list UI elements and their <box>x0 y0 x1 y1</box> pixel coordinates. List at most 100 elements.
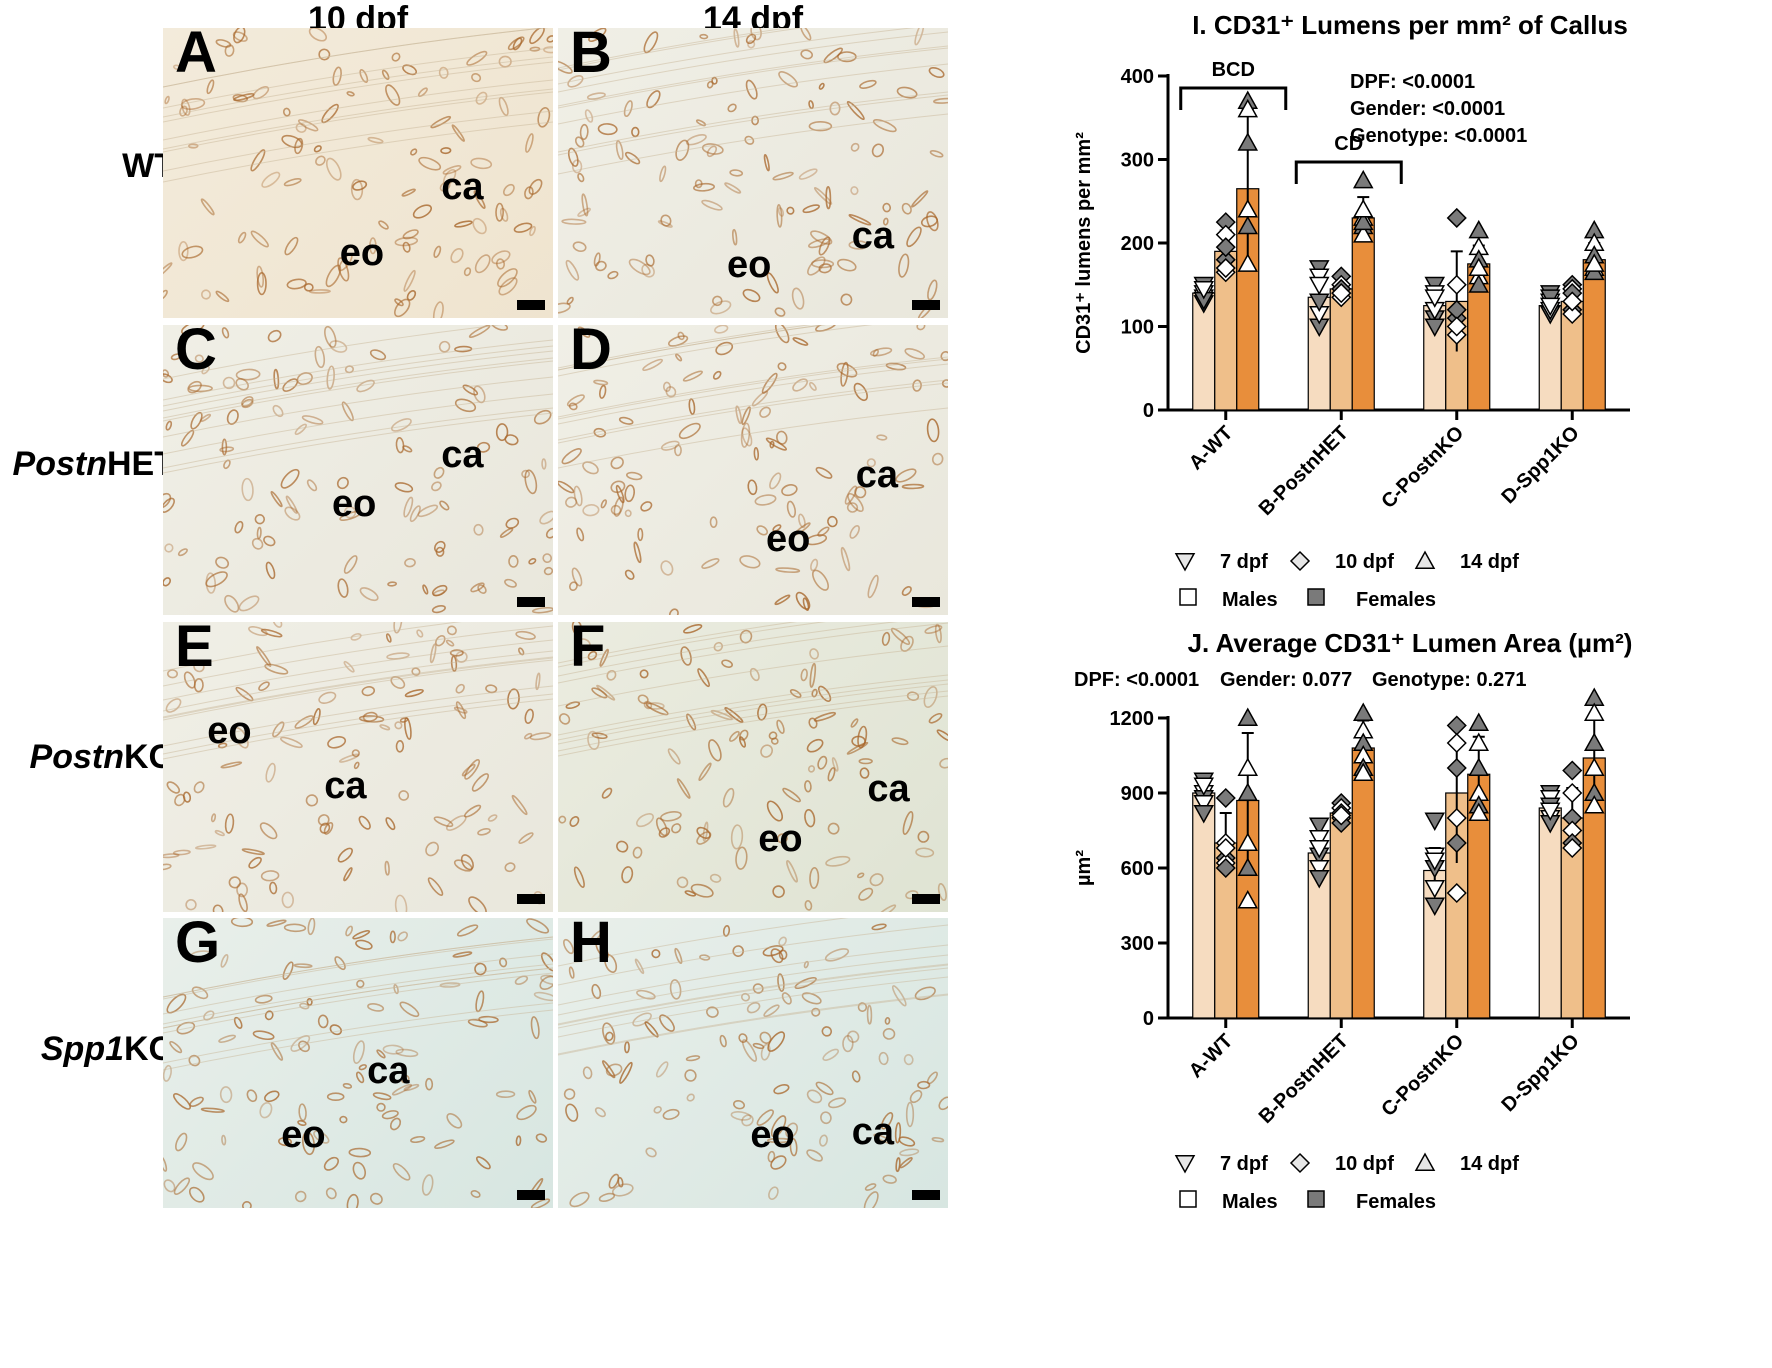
significance-bracket <box>1294 160 1403 184</box>
data-point <box>1193 777 1215 797</box>
region-label-eo: eo <box>339 232 385 275</box>
data-point <box>1352 199 1374 218</box>
bar-10dpf <box>1329 812 1353 1019</box>
x-tick-label: A-WT <box>1185 1030 1237 1082</box>
region-label-ca: ca <box>867 768 910 811</box>
region-label-ca: ca <box>324 765 367 808</box>
significance-label: BCD <box>1212 59 1255 81</box>
legend-marker <box>1289 1152 1311 1174</box>
data-point <box>1446 715 1467 736</box>
data-point <box>1583 702 1605 721</box>
tissue-texture <box>558 28 948 318</box>
data-point <box>1468 274 1490 293</box>
data-point <box>1237 253 1259 272</box>
x-tick-label: D-Spp1KO <box>1498 1030 1584 1116</box>
legend-marker <box>1414 1152 1436 1171</box>
data-point <box>1424 897 1446 917</box>
legend-marker-females <box>1307 1190 1325 1208</box>
data-point <box>1215 237 1236 258</box>
legend-label: Females <box>1356 1191 1436 1213</box>
x-tick-label: C-PostnKO <box>1377 1030 1468 1121</box>
data-point <box>1583 757 1605 776</box>
y-tick-label: 300 <box>1121 150 1154 172</box>
data-point <box>1424 812 1446 832</box>
tissue-texture <box>558 325 948 615</box>
stat-label: Genotype: <0.0001 <box>1350 125 1527 147</box>
row-label-gene: Postn <box>29 738 124 776</box>
legend-label: 7 dpf <box>1220 1153 1268 1175</box>
x-tick-label: B-PostnHET <box>1255 1030 1353 1128</box>
chart-average-lumen-area: J. Average CD31⁺ Lumen Area (µm²) DPF: <0… <box>1073 628 1632 1213</box>
data-point <box>1352 169 1374 189</box>
bar-14dpf <box>1582 259 1606 411</box>
data-point <box>1468 257 1490 276</box>
scale-bar <box>912 597 940 607</box>
legend-label: 14 dpf <box>1460 1153 1519 1175</box>
data-point <box>1562 303 1583 325</box>
legend-label: 10 dpf <box>1335 551 1394 573</box>
scale-bar <box>517 597 545 607</box>
bar-7dpf <box>1192 792 1216 1019</box>
panel-letter: H <box>570 918 612 975</box>
chart-title: J. Average CD31⁺ Lumen Area (µm²) <box>1188 628 1633 658</box>
tissue-texture <box>163 28 553 318</box>
panel-letter: C <box>175 325 217 382</box>
region-label-eo: eo <box>332 482 377 525</box>
stat-label: DPF: <0.0001 <box>1074 669 1199 691</box>
scale-bar <box>517 300 545 310</box>
data-point <box>1539 802 1561 822</box>
x-tick-label: B-PostnHET <box>1255 422 1353 520</box>
y-axis-label: µm² <box>1073 850 1095 886</box>
data-point <box>1308 276 1330 296</box>
data-point <box>1237 98 1259 118</box>
data-point <box>1308 817 1330 837</box>
panel-letter: A <box>175 28 217 85</box>
data-point <box>1215 857 1236 879</box>
region-label-ca: ca <box>441 165 484 208</box>
region-label-eo: eo <box>758 817 803 860</box>
region-label-ca: ca <box>851 214 895 257</box>
legend-marker <box>1174 553 1196 572</box>
data-point <box>1193 805 1215 824</box>
row-label-spp1ko: Spp1KO <box>0 1030 175 1069</box>
data-point <box>1237 857 1259 876</box>
data-point <box>1539 297 1561 317</box>
stat-label: DPF: <0.0001 <box>1350 71 1475 93</box>
data-point <box>1446 757 1467 779</box>
data-point <box>1352 762 1374 781</box>
y-tick-label: 100 <box>1121 317 1154 339</box>
row-label-postnhet: PostnHET <box>0 445 175 484</box>
data-point <box>1446 316 1467 337</box>
data-point <box>1331 805 1352 826</box>
data-point <box>1331 283 1352 304</box>
tissue-texture <box>558 918 948 1208</box>
region-label-ca: ca <box>367 1049 410 1092</box>
bar-7dpf <box>1538 807 1562 1019</box>
row-label-postnko: PostnKO <box>0 738 175 777</box>
data-point <box>1352 224 1374 243</box>
legend-marker <box>1289 550 1311 572</box>
data-point <box>1562 837 1583 859</box>
scale-bar <box>912 1190 940 1200</box>
data-point <box>1237 782 1259 801</box>
data-point <box>1468 802 1490 821</box>
data-point <box>1424 852 1446 872</box>
chart-lumens-per-mm2: I. CD31⁺ Lumens per mm² of Callus DPF: <0… <box>1073 10 1630 611</box>
scale-bar <box>912 894 940 904</box>
data-point <box>1562 291 1583 312</box>
region-label-ca: ca <box>855 453 898 496</box>
data-point <box>1308 840 1330 859</box>
row-label-wt: WT <box>0 147 175 186</box>
data-point <box>1424 880 1446 899</box>
region-label-eo: eo <box>766 517 811 560</box>
data-point <box>1352 702 1374 721</box>
data-point <box>1446 274 1467 295</box>
data-point <box>1193 280 1215 300</box>
data-point <box>1446 732 1467 754</box>
region-label-ca: ca <box>851 1110 895 1153</box>
